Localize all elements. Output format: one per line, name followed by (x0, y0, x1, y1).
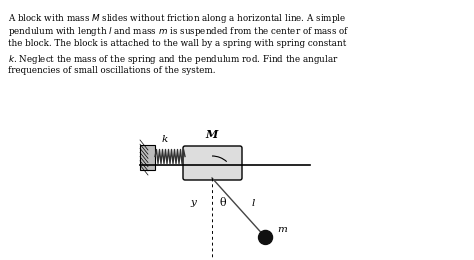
Circle shape (258, 230, 273, 244)
Text: the block. The block is attached to the wall by a spring with spring constant: the block. The block is attached to the … (8, 39, 346, 48)
Text: m: m (278, 225, 287, 235)
Text: y: y (190, 198, 196, 207)
Text: $k$. Neglect the mass of the spring and the pendulum rod. Find the angular: $k$. Neglect the mass of the spring and … (8, 53, 338, 66)
Text: k: k (162, 134, 168, 144)
Text: M: M (206, 129, 218, 140)
FancyBboxPatch shape (183, 146, 242, 180)
Text: l: l (251, 199, 255, 208)
Text: frequencies of small oscillations of the system.: frequencies of small oscillations of the… (8, 66, 216, 75)
Text: pendulum with length $l$ and mass $m$ is suspended from the center of mass of: pendulum with length $l$ and mass $m$ is… (8, 25, 350, 38)
Bar (140, 145, 155, 170)
Text: θ: θ (220, 198, 227, 208)
Text: A block with mass $M$ slides without friction along a horizontal line. A simple: A block with mass $M$ slides without fri… (8, 12, 346, 25)
